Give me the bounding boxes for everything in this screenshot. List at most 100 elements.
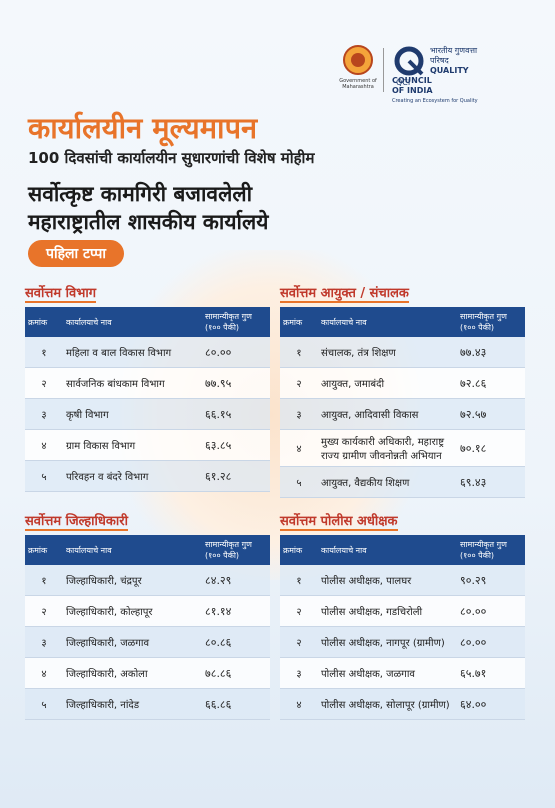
rank: ४ — [25, 429, 63, 461]
gov-logo: Government of Maharashtra — [338, 44, 378, 90]
rank: १ — [280, 565, 318, 596]
score: ७७.४३ — [457, 337, 525, 368]
office-name: सार्वजनिक बांधकाम विभाग — [63, 367, 202, 399]
table-row: २ सार्वजनिक बांधकाम विभाग ७७.९५ — [25, 367, 270, 399]
column-header: सामान्यीकृत गुण (१०० पैकी) — [202, 535, 270, 565]
column-header: क्रमांक — [280, 535, 318, 565]
office-name: जिल्हाधिकारी, अकोला — [63, 657, 202, 689]
column-header-note: (१०० पैकी) — [460, 551, 495, 560]
table-row: ३ जिल्हाधिकारी, जळगाव ८०.८६ — [25, 626, 270, 658]
table-row: ४ ग्राम विकास विभाग ६३.८५ — [25, 429, 270, 461]
rank: १ — [25, 337, 63, 368]
table-row: ३ आयुक्त, आदिवासी विकास ७२.५७ — [280, 398, 525, 430]
heading-line: महाराष्ट्रातील शासकीय कार्यालये — [28, 210, 269, 234]
office-name: पोलीस अधीक्षक, पालघर — [318, 565, 457, 596]
table: क्रमांक कार्यालयाचे नाव सामान्यीकृत गुण (१०… — [25, 535, 270, 720]
score: ६९.४३ — [457, 466, 525, 498]
rank: २ — [25, 367, 63, 399]
title: कार्यालयीन मूल्यमापन — [28, 111, 258, 145]
table: क्रमांक कार्यालयाचे नाव सामान्यीकृत गुण (१०… — [280, 535, 525, 720]
header-row: क्रमांक कार्यालयाचे नाव सामान्यीकृत गुण (१०… — [25, 307, 270, 337]
office-name: पोलीस अधीक्षक, गडचिरोली — [318, 595, 457, 627]
office-name: ग्राम विकास विभाग — [63, 429, 202, 461]
table-row: ४ पोलीस अधीक्षक, सोलापूर (ग्रामीण) ६४.०० — [280, 688, 525, 720]
table-row: ३ पोलीस अधीक्षक, जळगाव ६५.७१ — [280, 657, 525, 689]
score: ७२.८६ — [457, 367, 525, 399]
table-block: सर्वोत्तम विभाग क्रमांक कार्यालयाचे नाव साम… — [25, 282, 270, 492]
office-name: पोलीस अधीक्षक, सोलापूर (ग्रामीण) — [318, 688, 457, 720]
qci-short: QCI — [396, 78, 411, 87]
rank: ३ — [25, 398, 63, 430]
office-name: जिल्हाधिकारी, कोल्हापूर — [63, 595, 202, 627]
table-title: सर्वोत्तम पोलीस अधीक्षक — [280, 511, 398, 531]
table-row: ५ आयुक्त, वैद्यकीय शिक्षण ६९.४३ — [280, 466, 525, 498]
column-header: क्रमांक — [25, 535, 63, 565]
column-header-line: सामान्यीकृत गुण — [205, 312, 252, 321]
rank: ४ — [280, 429, 318, 467]
qci-tagline: Creating an Ecosystem for Quality — [392, 98, 478, 104]
column-header: कार्यालयाचे नाव — [63, 307, 202, 337]
table-row: १ जिल्हाधिकारी, चंद्रपूर ८४.२९ — [25, 565, 270, 596]
office-name: आयुक्त, जमाबंदी — [318, 367, 457, 399]
score: ७०.१८ — [457, 429, 525, 467]
office-name: जिल्हाधिकारी, जळगाव — [63, 626, 202, 658]
score: ६३.८५ — [202, 429, 270, 461]
column-header: सामान्यीकृत गुण (१०० पैकी) — [457, 535, 525, 565]
score: ८०.८६ — [202, 626, 270, 658]
table-row: ५ परिवहन व बंदरे विभाग ६१.२८ — [25, 460, 270, 492]
column-header: सामान्यीकृत गुण (१०० पैकी) — [457, 307, 525, 337]
qci-name: QUALITY COUNCIL — [392, 66, 469, 85]
column-header-note: (१०० पैकी) — [205, 551, 240, 560]
qci-hindi: भारतीय गुणवत्ता परिषद — [430, 46, 478, 65]
column-header: कार्यालयाचे नाव — [318, 307, 457, 337]
table-row: २ जिल्हाधिकारी, कोल्हापूर ८१.१४ — [25, 595, 270, 627]
header-row: क्रमांक कार्यालयाचे नाव सामान्यीकृत गुण (१०… — [280, 307, 525, 337]
heading: सर्वोत्कृष्ट कामगिरी बजावलेली महाराष्ट्रा… — [28, 180, 268, 236]
table-row: ५ जिल्हाधिकारी, नांदेड ६६.८६ — [25, 688, 270, 720]
column-header-line: सामान्यीकृत गुण — [460, 540, 507, 549]
office-name: आयुक्त, वैद्यकीय शिक्षण — [318, 466, 457, 498]
score: ७८.८६ — [202, 657, 270, 689]
rank: २ — [280, 626, 318, 658]
header-row: क्रमांक कार्यालयाचे नाव सामान्यीकृत गुण (१०… — [25, 535, 270, 565]
office-name: आयुक्त, आदिवासी विकास — [318, 398, 457, 430]
table-row: २ पोलीस अधीक्षक, गडचिरोली ८०.०० — [280, 595, 525, 627]
score: ७२.५७ — [457, 398, 525, 430]
table-row: १ पोलीस अधीक्षक, पालघर ९०.२९ — [280, 565, 525, 596]
rank: २ — [280, 367, 318, 399]
score: ८०.०० — [457, 595, 525, 627]
column-header: सामान्यीकृत गुण (१०० पैकी) — [202, 307, 270, 337]
column-header-note: (१०० पैकी) — [460, 323, 495, 332]
score: ६१.२८ — [202, 460, 270, 492]
table-row: ४ मुख्य कार्यकारी अधिकारी, महाराष्ट्र राज… — [280, 429, 525, 467]
heading-line: सर्वोत्कृष्ट कामगिरी बजावलेली — [28, 182, 253, 206]
score: ८१.१४ — [202, 595, 270, 627]
office-name: पोलीस अधीक्षक, नागपूर (ग्रामीण) — [318, 626, 457, 658]
rank: ५ — [25, 688, 63, 720]
score: ८०.०० — [457, 626, 525, 658]
rank: २ — [25, 595, 63, 627]
table-block: सर्वोत्तम पोलीस अधीक्षक क्रमांक कार्यालयाच… — [280, 510, 525, 720]
column-header: कार्यालयाचे नाव — [318, 535, 457, 565]
rank: ४ — [280, 688, 318, 720]
table: क्रमांक कार्यालयाचे नाव सामान्यीकृत गुण (१०… — [25, 307, 270, 492]
score: ६५.७१ — [457, 657, 525, 689]
score: ८४.२९ — [202, 565, 270, 596]
office-name: संचालक, तंत्र शिक्षण — [318, 337, 457, 368]
rank: ३ — [280, 657, 318, 689]
qci-name: OF INDIA — [392, 86, 433, 95]
score: ६६.१५ — [202, 398, 270, 430]
table-block: सर्वोत्तम जिल्हाधिकारी क्रमांक कार्यालयाचे… — [25, 510, 270, 720]
rank: ३ — [25, 626, 63, 658]
table-row: १ संचालक, तंत्र शिक्षण ७७.४३ — [280, 337, 525, 368]
subtitle: 100 दिवसांची कार्यालयीन सुधारणांची विशेष… — [28, 149, 315, 167]
office-name: मुख्य कार्यकारी अधिकारी, महाराष्ट्र राज्… — [318, 429, 457, 467]
rank: २ — [280, 595, 318, 627]
table: क्रमांक कार्यालयाचे नाव सामान्यीकृत गुण (१०… — [280, 307, 525, 498]
office-name: परिवहन व बंदरे विभाग — [63, 460, 202, 492]
score: ६४.०० — [457, 688, 525, 720]
table-block: सर्वोत्तम आयुक्त / संचालक क्रमांक कार्यालय… — [280, 282, 525, 498]
rank: ५ — [25, 460, 63, 492]
phase-badge: पहिला टप्पा — [28, 240, 124, 267]
office-name: कृषी विभाग — [63, 398, 202, 430]
